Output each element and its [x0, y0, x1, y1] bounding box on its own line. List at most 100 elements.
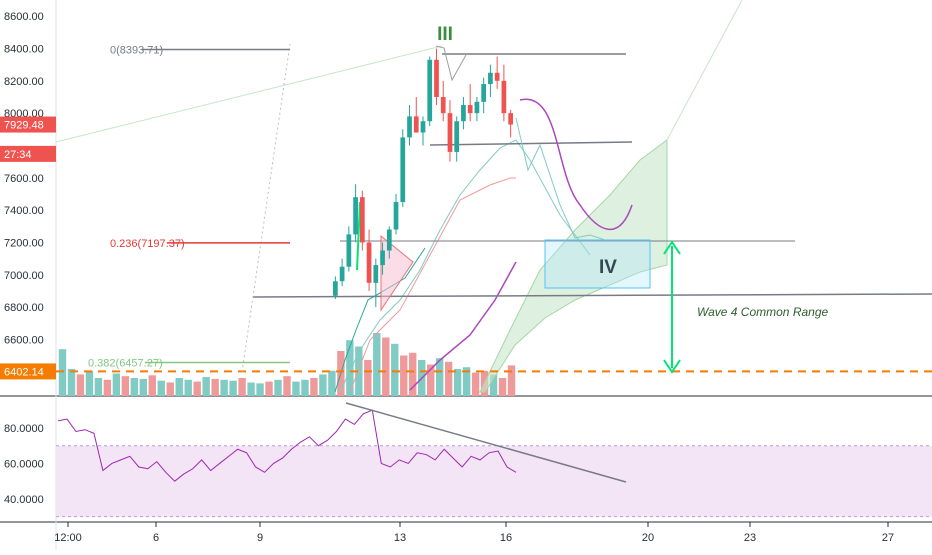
ichimoku-cloud	[479, 139, 668, 393]
y-tick-label: 7000.00	[4, 270, 44, 282]
fib-level-label: 0(8393.71)	[110, 45, 163, 57]
y-tick-label: 7200.00	[4, 237, 44, 249]
trend-line-left	[55, 45, 443, 143]
volume-bar	[346, 340, 354, 396]
candle-body	[440, 96, 446, 114]
fib-level-label: 0.236(7197.37)	[110, 238, 185, 250]
ma-dark-teal-line	[334, 247, 426, 393]
candle-body	[353, 197, 358, 235]
wave-peak-marker	[435, 45, 467, 82]
volume-bar	[76, 374, 85, 396]
candle-body	[427, 59, 433, 122]
volume-bar	[435, 358, 444, 396]
price-tag-bg	[0, 116, 56, 133]
candles	[333, 48, 513, 308]
volume-bar	[202, 377, 210, 396]
y-tick-label: 6600.00	[4, 334, 44, 346]
x-tick-label: 16	[500, 532, 512, 544]
price-tag-bg	[0, 145, 56, 162]
y-tick-label: 7600.00	[4, 173, 44, 185]
support-line-2	[252, 293, 932, 298]
volume-bar	[238, 378, 246, 396]
candle-body	[333, 281, 338, 296]
ma-red-line	[349, 177, 516, 393]
candle-body	[494, 72, 500, 81]
rsi-band	[56, 445, 932, 518]
price-tag-text: 7929.48	[4, 120, 44, 132]
volume-bar	[166, 382, 174, 396]
volume-bar	[301, 379, 309, 396]
price-tag-bg	[0, 363, 56, 380]
candle-body	[413, 116, 419, 133]
wave-label: III	[437, 24, 453, 45]
wave-iv-box	[544, 239, 651, 289]
mid-line	[429, 141, 633, 146]
rsi-tick-label: 40.0000	[4, 494, 44, 506]
rsi-tick-label: 80.0000	[4, 423, 44, 435]
volume-bar	[103, 379, 112, 396]
candle-body	[366, 242, 372, 283]
candle-body	[434, 59, 439, 97]
candle-body	[488, 72, 493, 85]
volume-bar	[256, 383, 264, 396]
fib-level-label: 0.382(6457.27)	[88, 357, 163, 369]
rsi-tick-label: 60.0000	[4, 458, 44, 470]
volume-bar	[355, 346, 363, 396]
candle-body	[346, 234, 352, 267]
candle-body	[467, 105, 473, 114]
volume-bar	[67, 369, 76, 396]
rally-arrow	[356, 201, 361, 271]
volume-bar	[310, 378, 318, 396]
volume-bar	[426, 364, 435, 396]
volume-bar	[462, 367, 471, 396]
candle-body	[461, 105, 466, 122]
x-tick-label: 27	[882, 532, 894, 544]
volume-bar	[507, 365, 516, 396]
candle-body	[474, 101, 480, 114]
volume-bar	[471, 372, 480, 396]
x-tick-label: 6	[153, 532, 159, 544]
x-tick-label: 20	[642, 532, 654, 544]
projected-curve	[519, 98, 633, 231]
volume-bar	[175, 378, 183, 396]
candle-body	[400, 137, 406, 203]
volume-bar	[364, 360, 372, 396]
volume-bar	[94, 378, 103, 396]
annotation-text: Wave 4 Common Range	[697, 305, 829, 319]
candle-body	[373, 265, 379, 283]
y-tick-label: 8200.00	[4, 76, 44, 88]
volume-bar	[409, 352, 417, 396]
volume-bar	[130, 378, 139, 396]
rsi-line	[57, 409, 517, 482]
volume-bar	[391, 343, 399, 396]
candle-body	[508, 113, 513, 125]
volume-bar	[283, 376, 291, 396]
volume-bar	[157, 380, 165, 396]
volume-bar	[265, 381, 273, 396]
volume-bar	[453, 369, 462, 396]
volume-bar	[58, 349, 67, 396]
projected-zigzag	[515, 117, 606, 241]
ma-teal-line	[339, 139, 591, 393]
fib-connector	[241, 43, 291, 373]
cloud-area	[479, 139, 668, 393]
price-tags: 7929.48 27:34 6402.14	[0, 116, 56, 380]
rsi-indicator	[57, 402, 627, 483]
rsi-band-fill	[56, 445, 932, 517]
volume-bar	[489, 374, 498, 396]
candle-body	[501, 80, 507, 114]
range-arrow-head-bottom	[663, 359, 681, 374]
x-tick-label: 9	[257, 532, 263, 544]
volume-bar	[292, 381, 300, 396]
volume-bar	[148, 375, 156, 396]
fibonacci-levels: 0(8393.71) 0.236(7197.37) 0.382(6457.27)	[88, 45, 290, 369]
volume-bar	[220, 379, 228, 396]
volume-bar	[193, 381, 201, 396]
volume-bar	[121, 376, 130, 396]
wave-label: IV	[599, 257, 617, 278]
volume-bar	[211, 378, 219, 396]
rsi-divergence-line	[345, 402, 627, 483]
candle-body	[447, 113, 453, 152]
